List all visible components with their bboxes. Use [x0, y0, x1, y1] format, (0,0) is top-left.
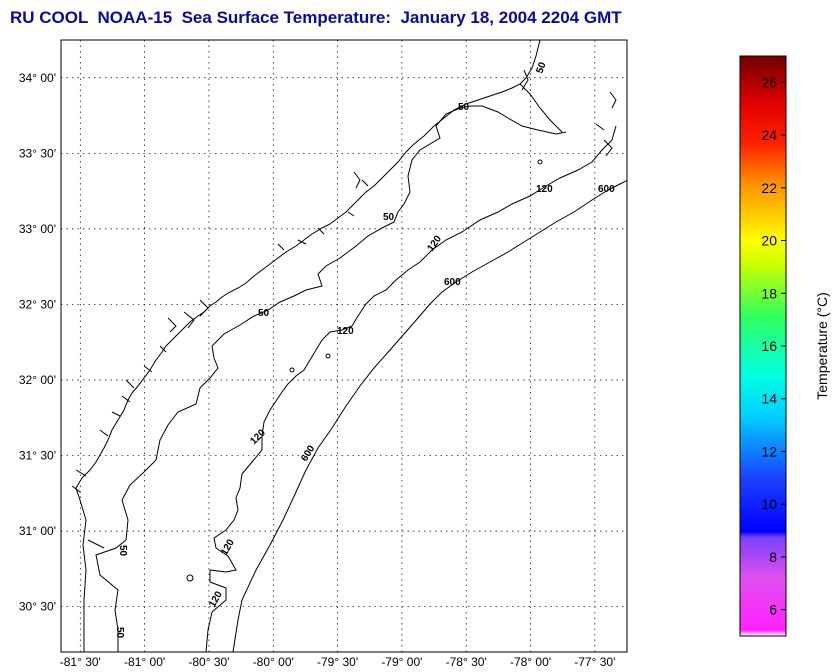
isobath-label: 600	[598, 184, 615, 195]
coastline-inlets	[71, 69, 617, 549]
isobath-600	[232, 179, 627, 652]
lat-tick-label: 32° 30'	[19, 297, 56, 311]
isobath-label: 50	[534, 60, 548, 75]
lat-tick-label: 31° 00'	[19, 524, 56, 538]
isobath-120	[205, 125, 617, 652]
colorbar-tick-label: 8	[769, 549, 777, 565]
graticule-grid	[61, 40, 627, 652]
lat-tick-label: 33° 00'	[19, 222, 56, 236]
colorbar-tick-label: 20	[761, 233, 777, 249]
lon-tick-label: -79° 30'	[317, 655, 358, 669]
coastline	[75, 40, 541, 652]
lat-tick-label: 32° 00'	[19, 373, 56, 387]
isobath-label: 50	[258, 308, 270, 319]
isobath-label: 120	[536, 184, 553, 195]
lon-tick-label: -81° 30'	[60, 655, 101, 669]
colorbar-tick-label: 18	[761, 285, 777, 301]
isobath-label: 600	[444, 277, 461, 288]
lon-tick-label: -80° 00'	[253, 655, 294, 669]
colorbar-tick-label: 22	[761, 180, 777, 196]
colorbar-tick-label: 14	[761, 391, 777, 407]
lat-tick-label: 30° 30'	[19, 600, 56, 614]
longitude-ticks: -81° 30' -81° 00' -80° 30' -80° 00' -79° 30'…	[60, 655, 616, 669]
colorbar-tick-label: 24	[761, 127, 777, 143]
colorbar-label: Temperature (°C)	[814, 292, 830, 400]
colorbar-tick-label: 6	[769, 602, 777, 618]
map-frame	[60, 39, 628, 653]
colorbar	[739, 55, 787, 637]
isobath-label: 50	[114, 627, 125, 639]
colorbar-tick-label: 12	[761, 443, 777, 459]
colorbar-ticks: 6 8 10 12 14 16 18 20 22 24 26	[761, 74, 786, 618]
shoal-feature	[186, 574, 194, 582]
shoal-feature	[537, 159, 543, 165]
lon-tick-label: -81° 00'	[124, 655, 165, 669]
isobath-label: 50	[117, 545, 128, 557]
colorbar-tick-label: 26	[761, 74, 777, 90]
lon-tick-label: -80° 30'	[188, 655, 229, 669]
shoal-feature	[325, 353, 331, 359]
lon-tick-label: -78° 00'	[510, 655, 551, 669]
isobath-50	[95, 105, 567, 652]
lon-tick-label: -77° 30'	[574, 655, 615, 669]
shoal-feature	[289, 367, 295, 373]
colorbar-tick-label: 16	[761, 338, 777, 354]
isobath-label: 50	[458, 102, 470, 113]
isobath-label: 120	[337, 326, 354, 337]
lon-tick-label: -79° 00'	[381, 655, 422, 669]
lat-tick-label: 31° 30'	[19, 449, 56, 463]
lat-tick-label: 34° 00'	[19, 71, 56, 85]
colorbar-tick-label: 10	[761, 496, 777, 512]
latitude-ticks: 34° 00' 33° 30' 33° 00' 32° 30' 32° 00' 31° 3…	[19, 71, 56, 614]
chart-title: RU COOL NOAA-15 Sea Surface Temperature:…	[10, 8, 622, 27]
lon-tick-label: -78° 30'	[446, 655, 487, 669]
isobath-labels: 50 50 50 50 50 50 120 120 120 120 120 12…	[114, 60, 615, 638]
isobath-label: 50	[383, 212, 395, 223]
lat-tick-label: 33° 30'	[19, 146, 56, 160]
